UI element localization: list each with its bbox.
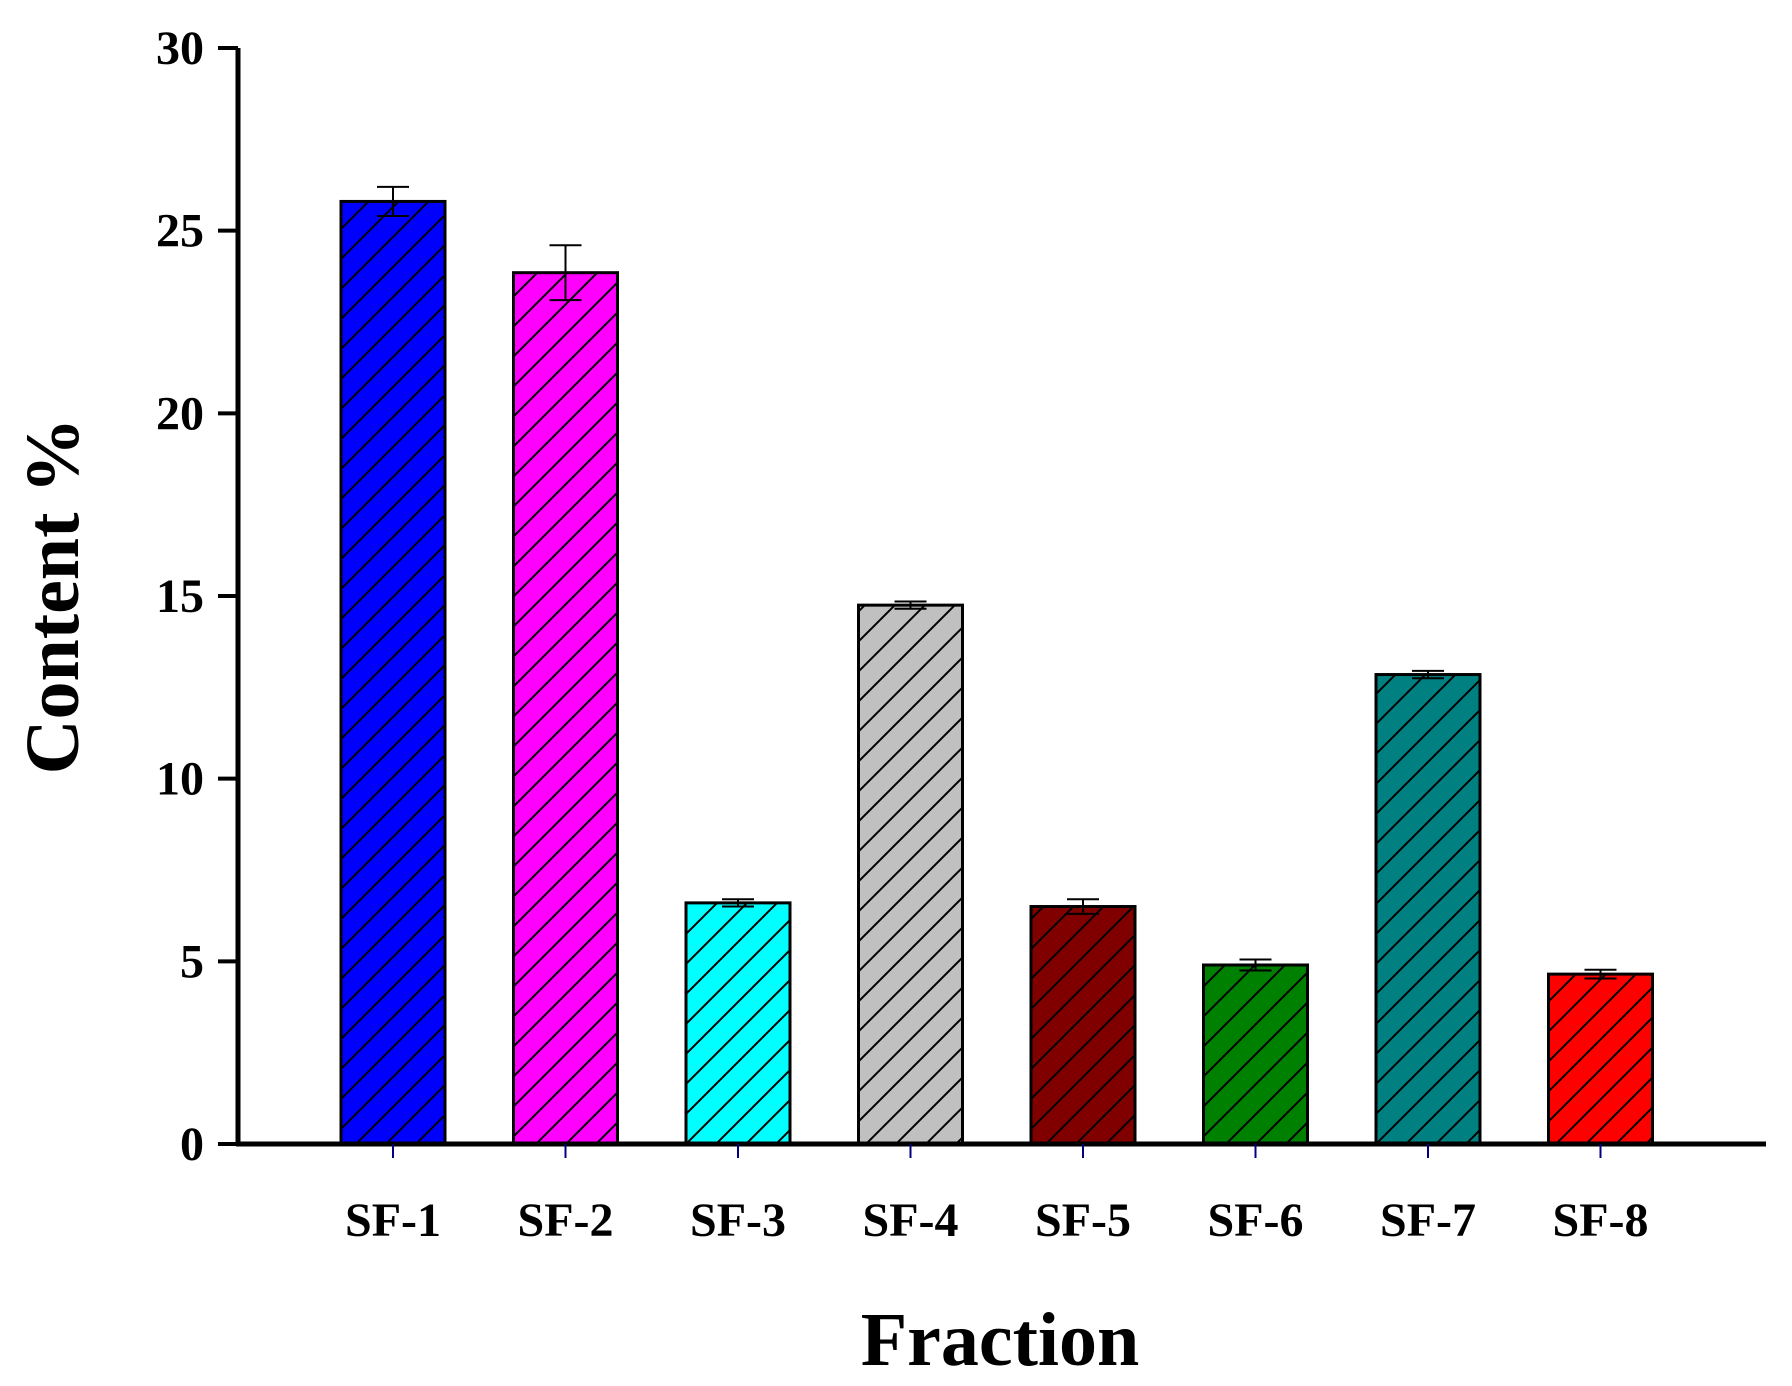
bar-sf-3 xyxy=(684,901,792,1146)
x-ticks-group: SF-1 SF-2 SF-3 SF-4 SF-5 SF-6 SF-7 SF-8 xyxy=(345,1144,1649,1247)
error-bar-sf-8 xyxy=(1584,968,1617,980)
x-tick-label: SF-2 xyxy=(518,1194,614,1247)
error-bar-sf-7 xyxy=(1412,669,1444,680)
y-tick-label: 20 xyxy=(156,387,204,440)
x-tick-label: SF-3 xyxy=(690,1194,786,1247)
error-bar-sf-6 xyxy=(1239,958,1272,972)
bar-sf-7 xyxy=(1374,673,1482,1146)
x-tick-label: SF-4 xyxy=(863,1194,959,1247)
bar-sf-1 xyxy=(339,199,447,1146)
y-ticks-group: 0 5 10 15 20 25 30 xyxy=(156,22,238,1171)
error-bars-group xyxy=(377,185,1617,980)
error-bar-sf-5 xyxy=(1067,898,1099,915)
x-tick-label: SF-1 xyxy=(345,1194,441,1247)
y-tick-label: 5 xyxy=(180,935,204,988)
x-tick-label: SF-6 xyxy=(1208,1194,1304,1247)
error-bar-sf-3 xyxy=(722,898,754,908)
y-tick-label: 25 xyxy=(156,205,204,258)
x-tick-label: SF-7 xyxy=(1380,1194,1476,1247)
x-tick-label: SF-5 xyxy=(1035,1194,1131,1247)
x-tick-label: SF-8 xyxy=(1553,1194,1649,1247)
y-tick-label: 0 xyxy=(180,1118,204,1171)
axes-group xyxy=(235,48,1766,1147)
y-tick-label: 15 xyxy=(156,570,204,623)
bar-sf-8 xyxy=(1547,972,1654,1146)
x-axis-title: Fraction xyxy=(861,1298,1140,1382)
y-tick-label: 10 xyxy=(156,753,204,806)
bar-sf-6 xyxy=(1202,963,1309,1146)
y-tick-label: 30 xyxy=(156,22,204,75)
y-axis-title: Content % xyxy=(11,418,95,775)
bars-group xyxy=(339,199,1654,1146)
error-bar-sf-1 xyxy=(377,185,409,218)
error-bar-sf-2 xyxy=(549,244,582,302)
bar-sf-2 xyxy=(512,271,619,1146)
bar-sf-5 xyxy=(1029,905,1137,1146)
bar-sf-4 xyxy=(857,603,964,1146)
error-bar-sf-4 xyxy=(894,600,927,610)
